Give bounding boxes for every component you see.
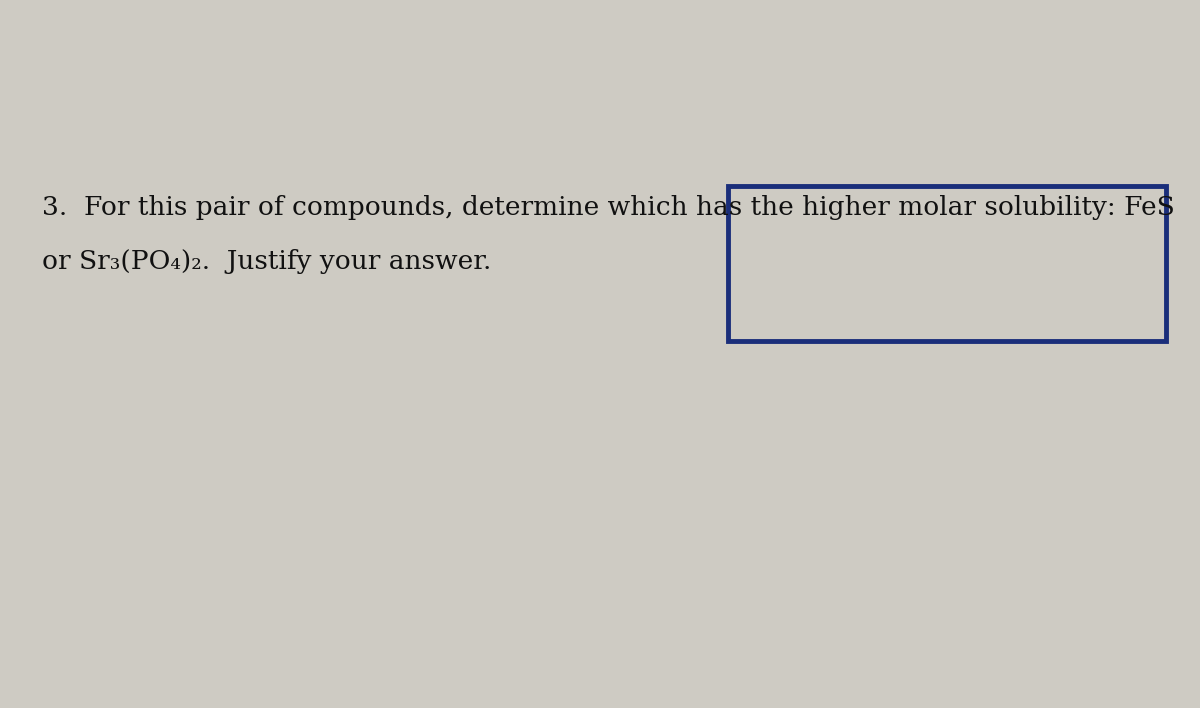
Text: or Sr₃(PO₄)₂.  Justify your answer.: or Sr₃(PO₄)₂. Justify your answer. [42, 249, 491, 275]
Bar [728, 186, 1166, 341]
Text: 3.  For this pair of compounds, determine which has the higher molar solubility:: 3. For this pair of compounds, determine… [42, 195, 1175, 219]
